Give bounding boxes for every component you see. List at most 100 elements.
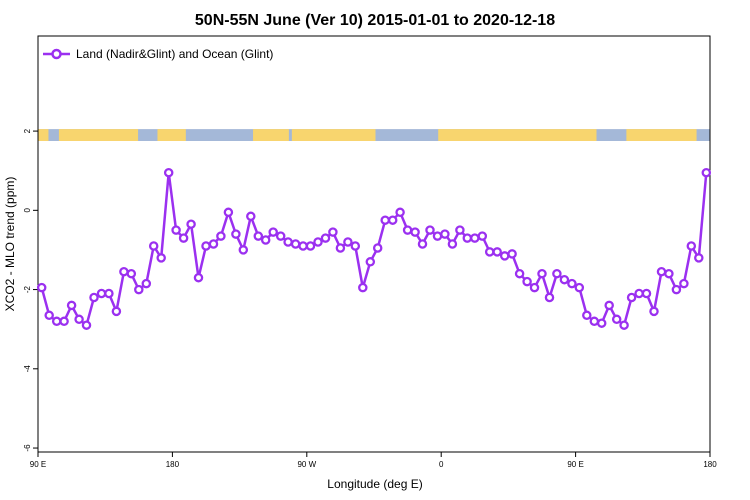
data-point bbox=[499, 251, 510, 261]
plot-frame bbox=[37, 35, 711, 453]
data-point bbox=[350, 241, 361, 251]
data-point bbox=[201, 241, 211, 251]
data-point bbox=[156, 253, 166, 263]
data-point bbox=[313, 237, 323, 247]
y-tick-label: -4 bbox=[23, 365, 32, 373]
data-point bbox=[619, 320, 629, 330]
data-point bbox=[126, 268, 137, 279]
data-point bbox=[544, 292, 555, 303]
legend: Land (Nadir&Glint) and Ocean (Glint) bbox=[43, 47, 273, 61]
data-point bbox=[604, 300, 614, 311]
data-point bbox=[529, 282, 540, 293]
data-point bbox=[246, 211, 256, 222]
chart-title: 50N-55N June (Ver 10) 2015-01-01 to 2020… bbox=[195, 12, 555, 29]
data-point bbox=[686, 241, 697, 251]
data-point bbox=[223, 207, 234, 218]
data-point bbox=[89, 292, 99, 303]
data-point bbox=[36, 282, 47, 293]
land-segment bbox=[438, 129, 597, 141]
data-point bbox=[96, 288, 107, 299]
data-point bbox=[671, 284, 682, 295]
data-point bbox=[238, 245, 249, 255]
x-tick-label: 0 bbox=[439, 460, 444, 469]
data-point bbox=[148, 241, 159, 251]
data-point bbox=[134, 284, 144, 295]
data-point bbox=[335, 243, 346, 253]
data-point bbox=[171, 225, 181, 235]
data-point bbox=[656, 266, 667, 277]
data-point bbox=[358, 282, 368, 293]
data-point bbox=[432, 231, 443, 241]
legend-label: Land (Nadir&Glint) and Ocean (Glint) bbox=[76, 47, 273, 61]
data-point bbox=[216, 231, 226, 241]
data-point bbox=[193, 272, 204, 283]
data-point bbox=[275, 231, 286, 241]
data-point bbox=[425, 225, 435, 235]
data-point bbox=[641, 288, 652, 299]
data-point bbox=[268, 227, 278, 237]
land-segment bbox=[157, 129, 186, 141]
data-point bbox=[104, 288, 114, 299]
data-point bbox=[477, 231, 488, 241]
data-point bbox=[51, 316, 62, 327]
y-tick-label: -6 bbox=[23, 444, 32, 452]
data-point bbox=[470, 233, 480, 243]
x-tick-label: 180 bbox=[703, 460, 717, 469]
land-ocean-strip bbox=[38, 129, 710, 141]
data-point bbox=[260, 235, 271, 245]
data-point bbox=[208, 239, 219, 249]
data-point bbox=[365, 257, 376, 267]
data-point bbox=[417, 239, 428, 249]
x-axis-label: Longitude (deg E) bbox=[327, 477, 422, 491]
data-point bbox=[178, 233, 189, 243]
data-point bbox=[410, 227, 420, 237]
data-point bbox=[119, 266, 129, 277]
data-point bbox=[283, 237, 293, 247]
data-point bbox=[298, 241, 308, 251]
data-point bbox=[626, 292, 637, 303]
legend-marker bbox=[51, 48, 62, 60]
y-tick-label: 2 bbox=[23, 128, 32, 133]
x-tick-label: 180 bbox=[166, 460, 180, 469]
x-tick-label: 90 E bbox=[567, 460, 583, 469]
data-point bbox=[387, 215, 398, 225]
data-point bbox=[395, 207, 405, 218]
data-point bbox=[484, 247, 495, 257]
land-segment bbox=[291, 129, 376, 141]
data-point bbox=[440, 229, 450, 239]
data-point bbox=[402, 225, 413, 235]
data-point bbox=[81, 320, 92, 330]
data-point bbox=[634, 288, 644, 299]
series-layer bbox=[36, 167, 712, 330]
data-point bbox=[611, 314, 622, 325]
data-point bbox=[231, 229, 241, 239]
data-point bbox=[664, 268, 674, 279]
data-point bbox=[694, 253, 704, 263]
data-point bbox=[574, 282, 585, 293]
data-point bbox=[679, 278, 689, 289]
y-tick-label: 0 bbox=[23, 208, 32, 213]
data-point bbox=[537, 268, 547, 279]
data-point bbox=[455, 225, 465, 235]
x-tick-label: 90 E bbox=[30, 460, 46, 469]
data-point bbox=[596, 318, 607, 328]
data-point bbox=[290, 239, 301, 249]
data-point bbox=[462, 233, 473, 243]
y-axis: -6 -4 -2 0 2 bbox=[23, 128, 38, 452]
data-point bbox=[163, 167, 174, 178]
data-point bbox=[582, 310, 592, 321]
data-point bbox=[447, 239, 458, 249]
data-point bbox=[305, 241, 316, 251]
data-point bbox=[141, 278, 152, 289]
land-segment bbox=[38, 129, 49, 141]
data-point bbox=[567, 278, 577, 289]
land-segment bbox=[626, 129, 697, 141]
x-axis: 90 E 180 90 W 0 90 E 180 bbox=[30, 452, 717, 469]
data-point bbox=[66, 300, 77, 311]
data-point bbox=[380, 215, 390, 225]
data-point bbox=[74, 314, 84, 325]
data-point bbox=[492, 247, 502, 257]
data-point bbox=[186, 219, 196, 229]
data-point bbox=[328, 227, 338, 237]
